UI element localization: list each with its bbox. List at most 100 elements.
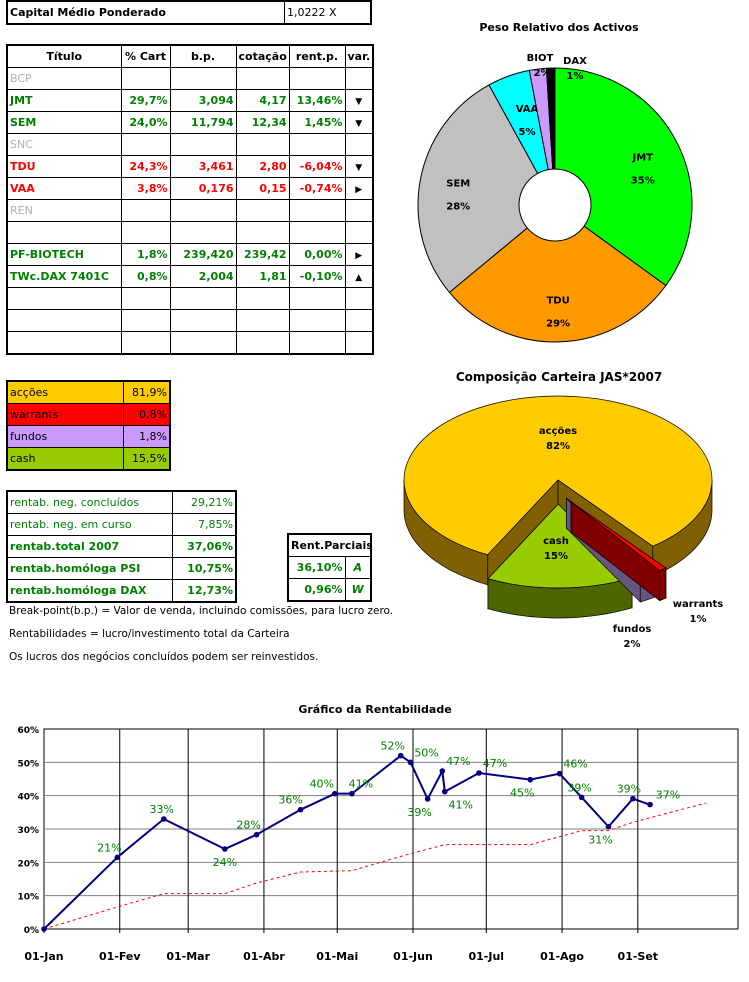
data-point — [253, 831, 260, 838]
cell-cart: 0,8% — [120, 265, 171, 288]
pie3d-percent: 82% — [546, 441, 570, 452]
capital-medio-box: Capital Médio Ponderado 1,0222 X — [6, 0, 372, 25]
allocation-label: cash — [6, 447, 124, 471]
cell-bp: 2,004 — [169, 265, 237, 288]
data-label: 41% — [449, 799, 473, 812]
donut-percent: 2% — [534, 68, 551, 79]
data-label: 46% — [563, 758, 587, 771]
allocation-value: 81,9% — [122, 380, 171, 404]
table-row — [6, 331, 374, 355]
data-label: 40% — [310, 778, 334, 791]
donut-percent: 35% — [631, 175, 655, 186]
allocation-value: 15,5% — [122, 447, 171, 471]
data-label: 24% — [213, 856, 237, 869]
column-header: rent.p. — [288, 44, 346, 68]
allocation-value: 0,8% — [122, 403, 171, 426]
x-tick-label: 01-Jan — [24, 950, 63, 963]
donut-slice-jmt — [554, 67, 693, 287]
parciais-code: W — [344, 578, 372, 602]
arrow-up-icon: ▲ — [355, 273, 363, 283]
arrow-right-icon: ▶ — [355, 185, 363, 195]
data-point — [441, 788, 448, 795]
data-label: 33% — [150, 803, 174, 816]
rentab-label: rentab.homóloga DAX — [6, 579, 173, 603]
x-tick-label: 01-Mar — [166, 950, 210, 963]
donut-title: Peso Relativo dos Activos — [479, 21, 639, 34]
data-label: 47% — [446, 755, 470, 768]
donut-label: DAX — [563, 56, 587, 67]
cell-cart: 3,8% — [120, 177, 171, 200]
x-tick-label: 01-Abr — [243, 950, 285, 963]
data-label: 31% — [588, 834, 612, 847]
note-rentabilidades: Rentabilidades = lucro/investimento tota… — [9, 628, 290, 640]
cell-cart: 1,8% — [120, 243, 171, 266]
data-point — [605, 823, 612, 830]
donut-percent: 5% — [519, 127, 536, 138]
arrow-down-icon: ▼ — [355, 97, 363, 107]
y-tick-label: 10% — [17, 893, 39, 903]
rent-parciais-table: Rent.Parciais 36,10% A 0,96% W — [287, 533, 372, 602]
data-point — [397, 752, 404, 759]
x-tick-label: 01-Jun — [393, 950, 433, 963]
cell-cot: 2,80 — [235, 155, 290, 178]
rentab-label: rentab. neg. em curso — [6, 513, 173, 536]
data-point — [578, 794, 585, 801]
line-chart: 0% 10% 20% 30% 40% 50% 60% 01-Jan 01-Fev 01-Mar 01… — [17, 726, 739, 963]
pie3d-slice-warrants — [570, 501, 667, 602]
donut-percent: 28% — [446, 202, 470, 213]
arrow-down-icon: ▼ — [355, 119, 363, 129]
x-tick-label: 01-Mai — [316, 950, 358, 963]
pie3d-slice-cash — [487, 503, 633, 619]
donut-label: BIOT — [527, 53, 554, 64]
data-point — [331, 790, 338, 797]
parciais-row: 0,96% W — [287, 578, 372, 602]
pie3d-percent: 2% — [624, 639, 641, 650]
data-point — [349, 790, 355, 797]
donut-percent: 29% — [546, 318, 570, 329]
data-label: 50% — [414, 746, 438, 759]
y-tick-label: 60% — [17, 726, 39, 736]
rentab-row: rentab.homóloga PSI 10,75% — [6, 557, 237, 580]
cell-cot: 1,81 — [235, 265, 290, 288]
y-tick-label: 50% — [17, 759, 39, 769]
rentab-label: rentab.total 2007 — [6, 535, 173, 558]
data-label: 39% — [617, 783, 641, 796]
series-line-0 — [43, 754, 651, 930]
cell-cot: 12,34 — [235, 111, 290, 134]
data-point — [424, 796, 431, 802]
data-label: 39% — [407, 806, 431, 819]
cell-titulo: SNC — [6, 133, 122, 156]
pie3d-label: fundos — [613, 624, 652, 635]
holdings-header-row: Título% Cart b.p. cotação rent.p. var. — [6, 44, 374, 68]
rentab-row: rentab.homóloga DAX 12,73% — [6, 579, 237, 603]
data-point — [222, 846, 228, 852]
table-row: SNC — [6, 133, 374, 156]
y-tick-label: 30% — [17, 826, 39, 836]
data-point — [297, 806, 304, 813]
cell-var — [344, 309, 374, 332]
x-tick-label: 01-Ago — [540, 950, 584, 963]
data-label: 39% — [567, 781, 591, 794]
donut-label: TDU — [546, 295, 569, 306]
y-tick-label: 20% — [17, 859, 39, 869]
cell-bp: 239,420 — [169, 243, 237, 266]
pie3d-label: warrants — [673, 599, 723, 610]
donut-slice-dax — [545, 67, 556, 170]
allocation-row: cash 15,5% — [6, 447, 171, 471]
allocation-row: warrants 0,8% — [6, 403, 171, 426]
cell-cart: 29,7% — [120, 89, 171, 112]
parciais-code: A — [344, 556, 372, 579]
allocation-table: acções 81,9% warrants 0,8% fundos 1,8% cash 15,… — [6, 380, 171, 471]
donut-label: SEM — [446, 179, 470, 190]
cell-titulo: VAA — [6, 177, 122, 200]
data-point — [647, 801, 653, 808]
data-label: 36% — [278, 794, 302, 807]
holdings-table: Título% Cart b.p. cotação rent.p. var. BCP JM… — [6, 44, 374, 355]
rentab-value: 10,75% — [171, 557, 237, 580]
data-label: 45% — [510, 787, 534, 800]
table-row — [6, 287, 374, 310]
table-row — [6, 221, 374, 244]
y-tick-label: 0% — [24, 926, 39, 936]
table-row: JMT 29,7% 3,094 4,17 13,46% ▼ — [6, 89, 374, 112]
